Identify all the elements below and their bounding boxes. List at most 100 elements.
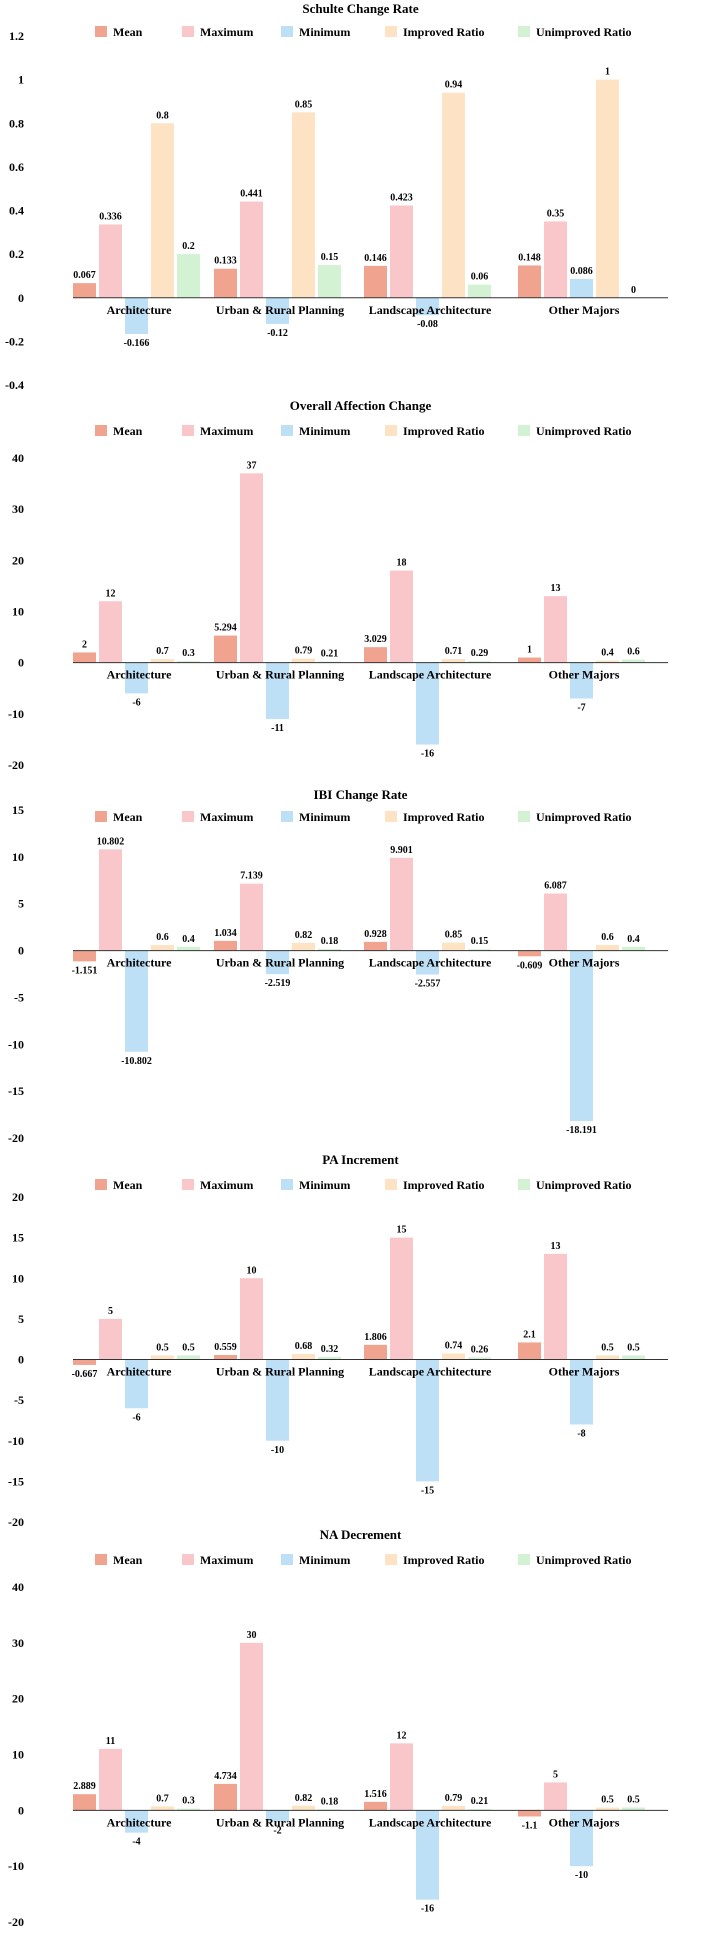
data-label: -10.802: [121, 1056, 152, 1067]
chart-panel-4: PA Increment Mean Maximum Minimum Improved R…: [8, 1152, 668, 1529]
chart-title: IBI Change Rate: [314, 787, 408, 802]
bar: [266, 662, 289, 719]
bar: [214, 940, 237, 951]
bar: [570, 950, 593, 1122]
bar: [73, 1794, 96, 1811]
category-label: Other Majors: [549, 303, 620, 317]
category-label: Other Majors: [549, 1815, 620, 1829]
data-label: 0.85: [445, 930, 463, 941]
bar: [518, 1342, 541, 1360]
data-label: 0.6: [601, 932, 614, 943]
data-label: 0.928: [364, 929, 387, 940]
data-label: -7: [577, 702, 585, 713]
data-label: 0.6: [627, 647, 640, 658]
category-label: Urban & Rural Planning: [216, 303, 344, 317]
bar: [73, 1359, 96, 1365]
data-label: 0.4: [627, 934, 640, 945]
y-tick-label: 10: [12, 1748, 24, 1762]
data-label: 10: [247, 1265, 257, 1276]
bar: [364, 1801, 387, 1811]
legend-swatch: [95, 26, 107, 37]
bar: [177, 254, 200, 298]
bar: [240, 473, 263, 663]
data-label: -1.151: [72, 965, 98, 976]
legend-swatch: [95, 811, 107, 822]
data-label: 0.4: [182, 934, 195, 945]
bar: [240, 1642, 263, 1811]
data-label: 1: [527, 645, 532, 656]
legend-swatch: [385, 425, 397, 436]
y-tick-label: 0.8: [9, 116, 24, 130]
data-label: 2.889: [73, 1781, 96, 1792]
data-label: 0.7: [156, 1793, 169, 1804]
bar: [622, 659, 645, 663]
data-label: 5: [108, 1306, 113, 1317]
data-label: 37: [247, 460, 257, 471]
legend-label: Improved Ratio: [403, 1553, 484, 1567]
legend-swatch: [518, 811, 530, 822]
data-label: -16: [421, 749, 434, 760]
legend-label: Minimum: [299, 424, 350, 438]
chart-panel-1: Schulte Change Rate Mean Maximum Minimum Imp…: [5, 1, 668, 392]
category-label: Urban & Rural Planning: [216, 956, 344, 970]
data-label: 0.5: [627, 1342, 640, 1353]
data-label: 0.5: [601, 1795, 614, 1806]
category-label: Urban & Rural Planning: [216, 668, 344, 682]
bar: [544, 1253, 567, 1360]
bar: [266, 297, 289, 324]
y-tick-label: 20: [12, 1190, 24, 1204]
bar: [292, 658, 315, 663]
legend-swatch: [518, 425, 530, 436]
bar: [570, 1359, 593, 1425]
y-tick-label: -10: [8, 1434, 24, 1448]
data-label: -8: [577, 1429, 585, 1440]
data-label: 0.32: [321, 1344, 339, 1355]
data-label: 0.74: [445, 1340, 463, 1351]
y-tick-label: -15: [8, 1084, 24, 1098]
chart-panel-2: Overall Affection Change Mean Maximum Minim…: [8, 398, 668, 772]
data-label: -18.191: [566, 1125, 597, 1136]
data-label: 0.5: [156, 1342, 169, 1353]
bar: [390, 1237, 413, 1360]
data-label: 1.516: [364, 1789, 387, 1800]
bar: [364, 941, 387, 951]
legend-label: Minimum: [299, 1178, 350, 1192]
y-tick-label: 0: [18, 291, 24, 305]
y-tick-label: 40: [12, 1580, 24, 1594]
data-label: 2.1: [523, 1329, 536, 1340]
y-tick-label: 1.2: [9, 29, 24, 43]
bar: [442, 1805, 465, 1811]
data-label: 12: [106, 588, 116, 599]
category-label: Architecture: [107, 1365, 173, 1379]
legend-swatch: [95, 425, 107, 436]
y-tick-label: -5: [14, 990, 24, 1004]
data-label: 0: [631, 285, 636, 296]
bar: [125, 1810, 148, 1833]
category-label: Other Majors: [549, 668, 620, 682]
data-label: 0.18: [321, 936, 339, 947]
bar: [364, 265, 387, 298]
bar: [390, 857, 413, 951]
bar: [390, 570, 413, 663]
y-tick-label: 0: [18, 1353, 24, 1367]
data-label: 0.21: [471, 1796, 489, 1807]
bar: [151, 123, 174, 298]
y-tick-label: 20: [12, 553, 24, 567]
bar: [99, 1318, 122, 1360]
bar: [125, 1359, 148, 1409]
data-label: 0.71: [445, 646, 463, 657]
legend-swatch: [182, 26, 194, 37]
category-label: Landscape Architecture: [369, 1365, 492, 1379]
bar: [318, 948, 341, 951]
bar: [468, 284, 491, 298]
bar: [518, 657, 541, 663]
data-label: 1.034: [214, 928, 237, 939]
bar: [73, 283, 96, 298]
data-label: 5.294: [214, 623, 237, 634]
data-label: 11: [106, 1736, 115, 1747]
legend-swatch: [281, 26, 293, 37]
legend-swatch: [518, 26, 530, 37]
data-label: 30: [247, 1630, 257, 1641]
data-label: 0.5: [601, 1342, 614, 1353]
legend-swatch: [281, 1179, 293, 1190]
